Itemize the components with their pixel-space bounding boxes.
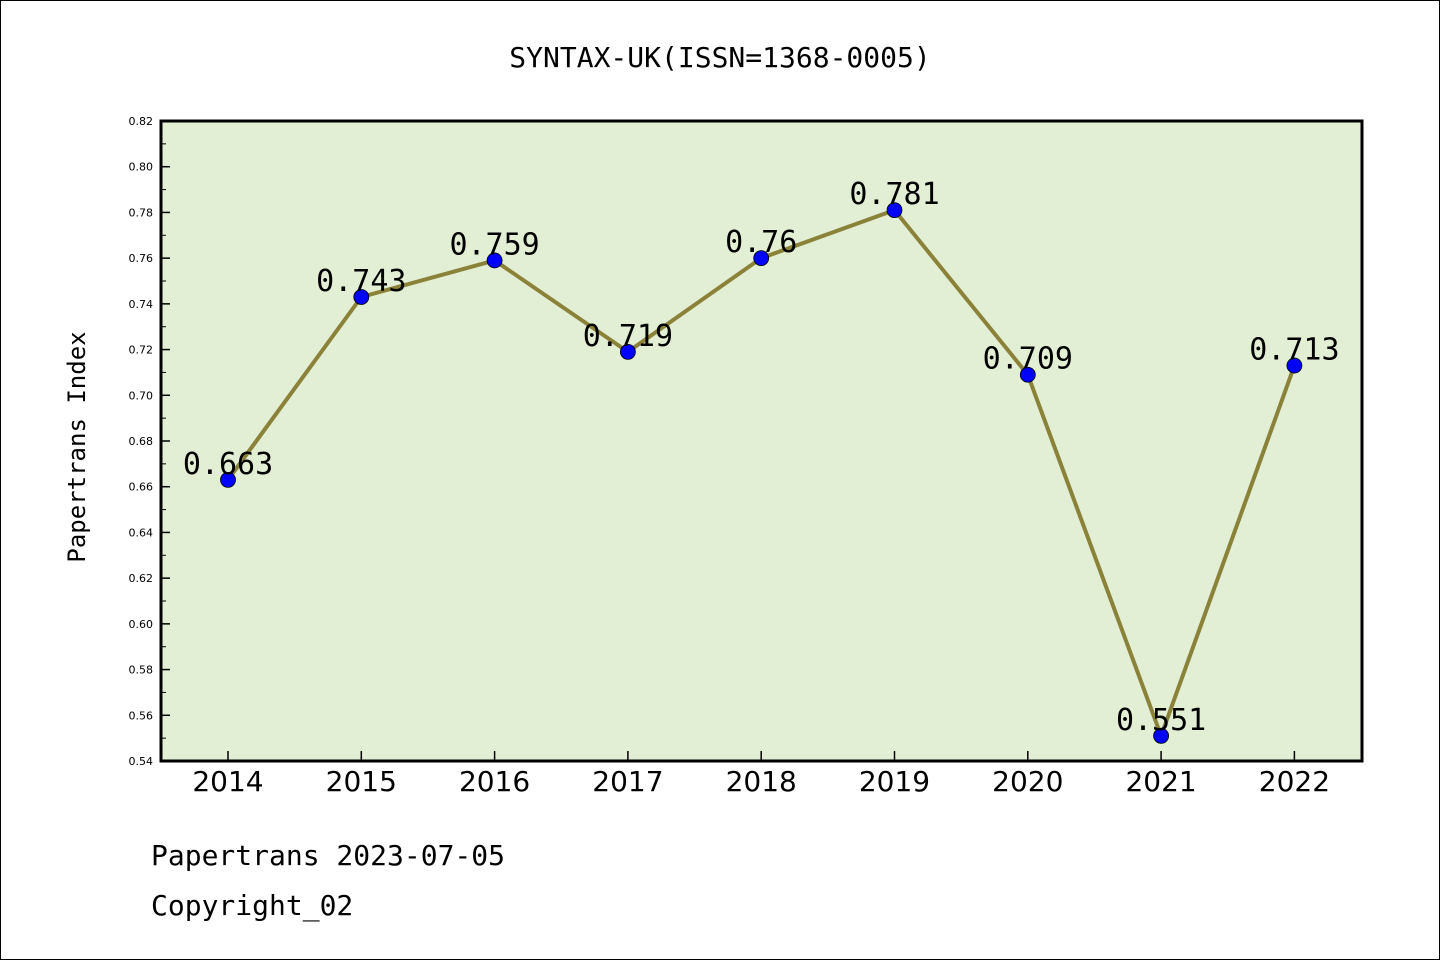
data-point	[886, 202, 903, 219]
y-axis-label: Papertrans Index	[63, 331, 91, 562]
y-tick-label: 0.62	[129, 572, 154, 585]
data-point	[1286, 357, 1303, 374]
y-tick-label: 0.78	[129, 206, 154, 219]
x-tick-label: 2016	[459, 765, 530, 798]
y-tick-label: 0.58	[129, 664, 154, 677]
data-label: 0.76	[725, 225, 797, 260]
x-tick-label: 2021	[1125, 765, 1196, 798]
y-tick-label: 0.66	[129, 481, 154, 494]
y-tick-label: 0.80	[129, 161, 154, 174]
data-point	[620, 343, 636, 360]
data-point	[486, 252, 503, 269]
y-tick-label: 0.56	[129, 709, 154, 722]
data-point	[753, 250, 770, 267]
data-label: 0.719	[583, 319, 673, 354]
x-tick-label: 2014	[192, 765, 263, 798]
data-label: 0.781	[849, 177, 939, 212]
footer-copyright: Copyright_02	[151, 889, 353, 923]
y-tick-label: 0.72	[129, 344, 154, 357]
data-label: 0.743	[316, 264, 406, 299]
data-label: 0.663	[183, 447, 273, 482]
x-tick-label: 2019	[859, 765, 930, 798]
plot-area	[159, 119, 1364, 763]
data-label: 0.551	[1116, 703, 1206, 738]
data-point	[353, 289, 370, 305]
y-tick-label: 0.64	[129, 526, 154, 539]
x-tick-label: 2017	[592, 765, 663, 798]
chart-title: SYNTAX-UK(ISSN=1368-0005)	[509, 41, 930, 74]
data-label: 0.759	[449, 227, 539, 262]
y-tick-label: 0.54	[129, 755, 154, 768]
y-tick-label: 0.82	[129, 115, 154, 128]
x-axis: 2014 2015 2016 2017 2018 2019 2020 2021 2022	[192, 751, 1330, 798]
footer-date: Papertrans 2023-07-05	[151, 839, 505, 872]
y-tick-label: 0.68	[129, 435, 154, 448]
y-tick-label: 0.70	[129, 389, 154, 402]
data-labels: 0.663 0.743 0.759 0.719 0.76 0.781 0.709 0.551 0…	[183, 177, 1340, 738]
data-label: 0.709	[983, 342, 1073, 377]
data-label: 0.713	[1249, 333, 1339, 368]
x-tick-label: 2022	[1259, 765, 1330, 798]
y-tick-label: 0.60	[129, 618, 154, 631]
x-tick-label: 2015	[326, 765, 397, 798]
y-tick-label: 0.76	[129, 252, 154, 265]
x-tick-label: 2018	[726, 765, 797, 798]
x-tick-label: 2020	[992, 765, 1063, 798]
data-point	[1019, 366, 1036, 383]
y-axis: 0.54 0.56 0.58 0.60 0.62 0.64 0.66 0.68 0.70 0.72…	[129, 115, 170, 768]
y-tick-label: 0.74	[129, 298, 154, 311]
data-markers	[220, 202, 1303, 744]
data-point	[220, 471, 236, 488]
data-point	[1153, 727, 1169, 744]
